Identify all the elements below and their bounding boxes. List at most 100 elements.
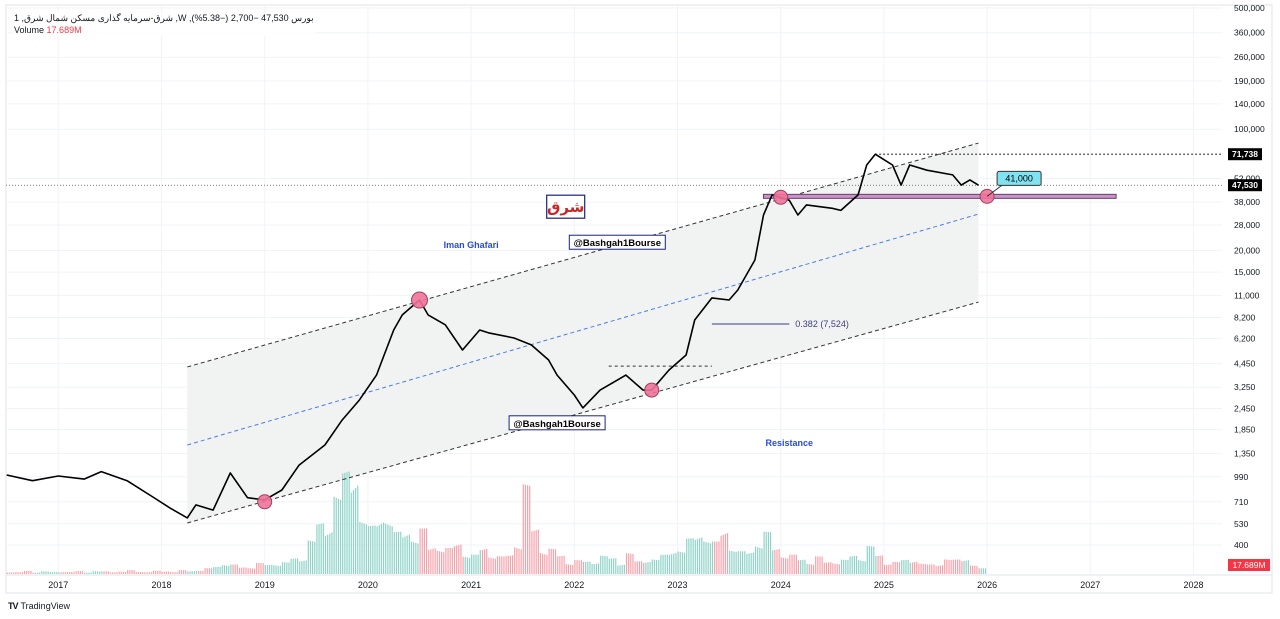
volume-bar [828,562,830,574]
volume-bar [425,528,428,574]
volume-bar [174,572,176,574]
volume-bar [703,541,705,574]
volume-bar [210,568,213,574]
volume-bar [107,571,109,574]
volume-bar [774,549,776,574]
volume-bar [608,558,610,574]
volume-value: 17.689M [46,25,82,35]
volume-bar [737,551,739,574]
y-tick-label: 400 [1234,540,1248,550]
watermark-text: @Bashgah1Bourse [513,419,600,430]
volume-bar [507,555,509,574]
volume-bar [778,549,780,574]
volume-bar [494,558,496,574]
volume-label[interactable]: Volume [14,25,45,35]
volume-bar [303,560,305,574]
volume-bar [664,554,666,574]
volume-bar [548,548,550,574]
volume-bar [286,562,288,574]
volume-bar [757,547,759,574]
volume-bar [864,561,866,574]
volume-bar [342,473,344,574]
volume-bar [135,572,137,574]
pivot-circle-marker [644,382,660,398]
volume-bar [499,556,501,574]
volume-bar [376,526,378,574]
volume-bar [821,556,823,574]
volume-bar [574,559,576,574]
volume-bar [600,555,602,574]
tradingview-logo[interactable]: TV TradingView [8,601,70,611]
volume-bar [38,572,41,574]
callout-label: 41,000 [1005,173,1033,183]
volume-bar [546,554,548,574]
volume-bar [787,558,789,574]
volume-bar [651,559,653,574]
volume-bar [524,484,527,574]
volume-bar [701,537,703,574]
volume-bar [195,570,198,574]
volume-bar [688,538,690,574]
volume-bar [26,570,28,574]
volume-bar [924,563,926,574]
volume-bar [888,564,890,574]
volume-bar [43,571,45,574]
volume-bar [445,548,447,574]
x-tick-label: 2028 [1183,580,1203,590]
chart-legend: 1 ,شرق-سرمایه گذاری مسکن شمال شرق ,W ,بو… [12,12,316,36]
volume-bar [705,542,707,574]
volume-bar [90,572,92,574]
volume-bar [662,554,664,574]
volume-bar [761,548,763,574]
volume-bar [114,572,116,574]
volume-bar [862,560,864,574]
volume-bar [731,551,733,574]
volume-bar [382,522,385,574]
volume-bar [165,571,167,574]
callout-box [996,170,1042,186]
volume-bar [625,553,628,574]
volume-bar [275,565,277,574]
volume-bar [490,557,492,574]
volume-bar [140,571,142,574]
volume-bar [241,567,243,574]
volume-bar [675,553,677,574]
price-badge-label: 47,530 [1232,180,1258,190]
symbol-title[interactable]: 1 ,شرق-سرمایه گذاری مسکن شمال شرق ,W ,بو… [14,13,314,23]
volume-bar [668,554,671,574]
volume-bar [361,522,363,574]
volume-bar [309,540,312,574]
volume-bar [97,571,99,574]
volume-bar [204,568,206,574]
volume-bar [47,571,49,574]
volume-bar [531,531,533,574]
volume-bar [643,562,645,574]
y-tick-label: 11,000 [1234,290,1260,300]
x-tick-label: 2023 [667,580,687,590]
volume-bar [148,572,150,574]
volume-bar [931,564,933,574]
volume-bar [79,571,81,574]
fib-level-label: 0.382 (7,524) [795,319,849,329]
volume-bar [926,564,929,574]
volume-bar [122,571,124,574]
volume-bar [937,565,939,574]
volume-bar [929,564,931,574]
volume-bar [946,559,948,574]
volume-bar [462,556,464,574]
volume-bar [920,563,922,574]
volume-bar [550,548,552,574]
volume-bar [602,555,604,574]
volume-bar [922,563,924,574]
volume-bar [279,565,281,574]
volume-bar [346,472,348,574]
volume-bar [127,570,129,574]
volume-bar [438,551,441,574]
volume-bar [683,552,686,574]
volume-bar [615,558,617,574]
volume-bar [62,572,64,574]
resistance-zone [763,193,1117,199]
volume-bar [258,563,260,574]
volume-bar [802,559,804,574]
